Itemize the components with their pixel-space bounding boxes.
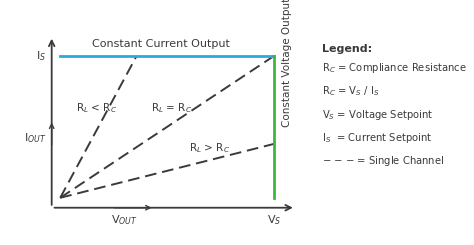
Text: Constant Current Output: Constant Current Output [92, 39, 230, 49]
Text: $-$ $-$ $-$ = Single Channel: $-$ $-$ $-$ = Single Channel [322, 154, 445, 168]
Text: R$_L$ < R$_C$: R$_L$ < R$_C$ [76, 101, 117, 115]
Text: R$_C$ = V$_S$ / I$_S$: R$_C$ = V$_S$ / I$_S$ [322, 85, 380, 98]
Text: Constant Voltage Output: Constant Voltage Output [282, 0, 292, 127]
Text: R$_L$ > R$_C$: R$_L$ > R$_C$ [190, 141, 231, 155]
Text: V$_S$: V$_S$ [267, 213, 282, 227]
Text: Legend:: Legend: [322, 44, 373, 54]
Text: V$_S$ = Voltage Setpoint: V$_S$ = Voltage Setpoint [322, 108, 434, 122]
Text: R$_L$ = R$_C$: R$_L$ = R$_C$ [151, 101, 192, 115]
Text: I$_{OUT}$: I$_{OUT}$ [24, 131, 46, 145]
Text: R$_C$ = Compliance Resistance: R$_C$ = Compliance Resistance [322, 61, 467, 75]
Text: I$_S$  = Current Setpoint: I$_S$ = Current Setpoint [322, 131, 433, 145]
Text: V$_{OUT}$: V$_{OUT}$ [111, 213, 138, 227]
Text: I$_S$: I$_S$ [36, 49, 46, 63]
